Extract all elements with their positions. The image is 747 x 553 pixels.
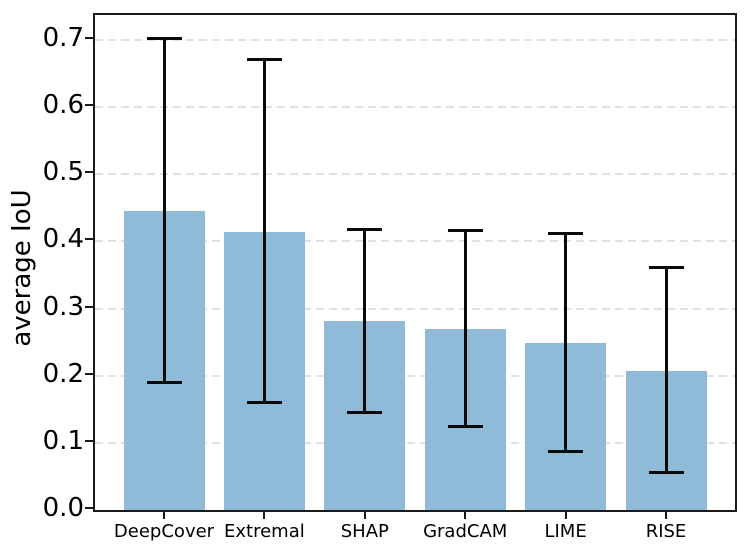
error-cap-bottom-shap xyxy=(347,410,383,414)
x-tick-label-extremal: Extremal xyxy=(224,521,305,542)
y-tick-mark xyxy=(85,238,93,241)
gridline xyxy=(95,106,735,108)
y-tick-mark xyxy=(85,104,93,106)
error-whisker-shap xyxy=(363,228,367,413)
y-tick-mark xyxy=(85,372,93,375)
y-tick-label: 0.2 xyxy=(42,358,84,389)
y-axis-label: average IoU xyxy=(7,189,37,347)
error-cap-top-shap xyxy=(347,227,383,231)
y-tick-mark xyxy=(85,171,93,174)
error-cap-bottom-rise xyxy=(648,471,684,475)
error-cap-top-rise xyxy=(648,265,684,269)
error-cap-top-deepcover xyxy=(146,36,182,40)
y-tick-mark xyxy=(85,36,93,39)
gridline xyxy=(95,240,735,243)
gridline xyxy=(95,38,735,41)
x-tick-mark xyxy=(564,512,567,519)
error-whisker-deepcover xyxy=(162,37,166,384)
plot-inner xyxy=(95,15,735,510)
error-cap-bottom-extremal xyxy=(246,401,282,405)
x-tick-mark xyxy=(464,512,467,519)
y-tick-label: 0.4 xyxy=(42,224,84,255)
x-tick-label-lime: LIME xyxy=(544,521,587,542)
error-whisker-gradcam xyxy=(463,229,467,428)
y-tick-label: 0.0 xyxy=(42,493,84,523)
error-cap-top-extremal xyxy=(246,58,282,62)
y-tick-label: 0.1 xyxy=(42,425,84,456)
y-tick-label: 0.7 xyxy=(42,22,84,53)
error-cap-top-lime xyxy=(548,232,584,236)
error-cap-bottom-gradcam xyxy=(447,425,483,429)
x-tick-label-shap: SHAP xyxy=(340,521,389,542)
y-tick-mark xyxy=(85,305,93,308)
y-tick-label: 0.5 xyxy=(42,157,84,188)
error-whisker-lime xyxy=(564,233,568,453)
x-tick-label-rise: RISE xyxy=(645,521,687,542)
gridline xyxy=(95,173,735,176)
error-whisker-extremal xyxy=(262,59,266,404)
y-tick-mark xyxy=(85,507,93,509)
gridline xyxy=(95,441,735,444)
error-cap-top-gradcam xyxy=(447,228,483,232)
y-tick-label: 0.6 xyxy=(42,90,84,120)
error-cap-bottom-lime xyxy=(548,450,584,454)
x-tick-mark xyxy=(665,512,667,519)
gridline xyxy=(95,307,735,310)
x-tick-label-deepcover: DeepCover xyxy=(113,521,215,542)
error-cap-bottom-deepcover xyxy=(146,381,182,385)
y-tick-mark xyxy=(85,439,93,442)
error-whisker-rise xyxy=(664,266,668,474)
plot-area xyxy=(93,13,737,512)
gridline xyxy=(95,374,735,377)
x-tick-label-gradcam: GradCAM xyxy=(423,521,508,542)
y-tick-label: 0.3 xyxy=(42,291,84,322)
x-tick-mark xyxy=(163,512,165,519)
x-tick-mark xyxy=(263,512,266,519)
x-tick-mark xyxy=(363,512,366,519)
